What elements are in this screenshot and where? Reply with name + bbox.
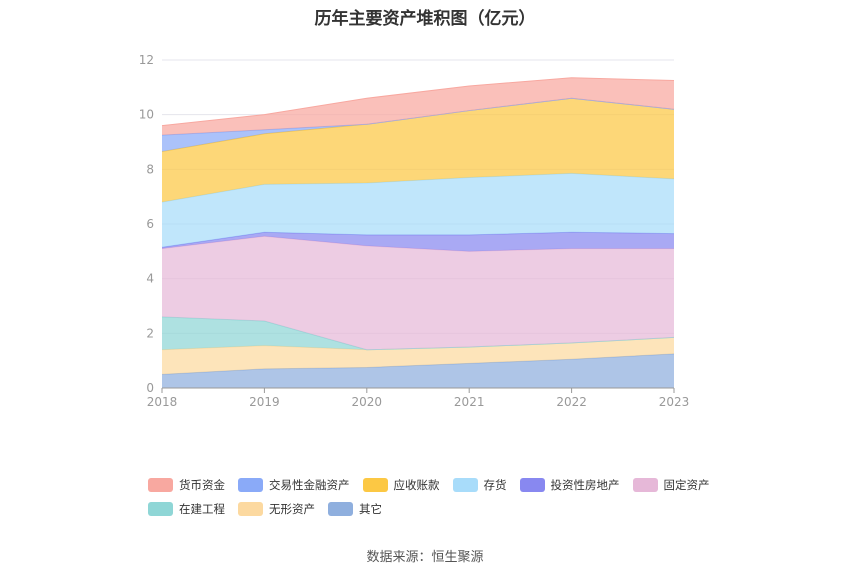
area-series <box>161 77 675 388</box>
x-tick-label: 2019 <box>249 395 280 409</box>
area-固定资产 <box>162 236 674 350</box>
area-应收账款 <box>162 98 674 203</box>
legend-swatch <box>632 478 658 492</box>
legend-label: 投资性房地产 <box>550 478 620 492</box>
legend-item-qita[interactable]: 其它 <box>328 501 382 517</box>
axes: 0 2 4 6 8 10 12 2018 2019 2020 2021 2022 2023 <box>139 53 690 409</box>
area-其它 <box>162 353 674 388</box>
chart-title: 历年主要资产堆积图（亿元） <box>314 9 536 29</box>
area-在建工程 <box>162 316 674 350</box>
stacked-area-chart: 0 2 4 6 8 10 12 2018 2019 2020 2021 2022 2023 <box>139 53 690 409</box>
legend-swatch <box>362 478 388 492</box>
data-source: 数据来源：恒生聚源 <box>366 550 484 565</box>
legend-row-1: 货币资金 交易性金融资产 应收账款 存货 投资性房地产 固定资产 <box>148 473 748 497</box>
x-tick-label: 2023 <box>659 395 690 409</box>
legend-label: 固定资产 <box>663 478 710 492</box>
legend-label: 应收账款 <box>393 478 440 492</box>
legend-label: 在建工程 <box>179 502 225 516</box>
y-tick-label: 8 <box>146 162 154 176</box>
legend-swatch <box>328 502 353 516</box>
legend-item-huobi[interactable]: 货币资金 <box>148 477 225 493</box>
area-edge-货币资金 <box>161 77 675 127</box>
legend-label: 交易性金融资产 <box>269 478 350 492</box>
legend-label: 其它 <box>359 502 382 516</box>
y-tick-label: 4 <box>146 272 154 286</box>
y-tick-label: 12 <box>139 53 154 67</box>
y-tick-label: 0 <box>146 381 154 395</box>
legend-swatch <box>452 478 478 492</box>
legend-row-2: 在建工程 无形资产 其它 <box>148 497 748 521</box>
legend-swatch <box>238 502 263 516</box>
legend-swatch <box>238 478 263 492</box>
legend-item-yingshou[interactable]: 应收账款 <box>362 477 440 493</box>
area-无形资产 <box>162 337 674 375</box>
area-edge-交易性金融资产 <box>161 97 675 136</box>
legend-item-zaijian[interactable]: 在建工程 <box>148 501 225 517</box>
legend-item-touzixing[interactable]: 投资性房地产 <box>519 477 620 493</box>
legend-item-jiaoyixing[interactable]: 交易性金融资产 <box>238 477 350 493</box>
legend-swatch <box>148 478 173 492</box>
x-tick-label: 2020 <box>352 395 383 409</box>
y-tick-label: 2 <box>146 326 154 340</box>
x-tick-label: 2022 <box>556 395 587 409</box>
legend-item-guding[interactable]: 固定资产 <box>632 477 710 493</box>
legend-label: 存货 <box>483 478 507 492</box>
legend-label: 无形资产 <box>269 502 315 516</box>
x-tick-label: 2018 <box>147 395 178 409</box>
legend: 货币资金 交易性金融资产 应收账款 存货 投资性房地产 固定资产 在建工程 <box>148 473 748 521</box>
legend-item-cunhuo[interactable]: 存货 <box>452 477 507 493</box>
x-tick-label: 2021 <box>454 395 485 409</box>
y-tick-label: 10 <box>139 108 154 122</box>
area-投资性房地产 <box>162 232 674 252</box>
y-tick-label: 6 <box>146 217 154 231</box>
area-货币资金 <box>162 77 674 136</box>
legend-swatch <box>519 478 545 492</box>
legend-swatch <box>148 502 173 516</box>
legend-label: 货币资金 <box>179 478 225 492</box>
area-存货 <box>162 173 674 248</box>
legend-item-wuxing[interactable]: 无形资产 <box>238 501 315 517</box>
